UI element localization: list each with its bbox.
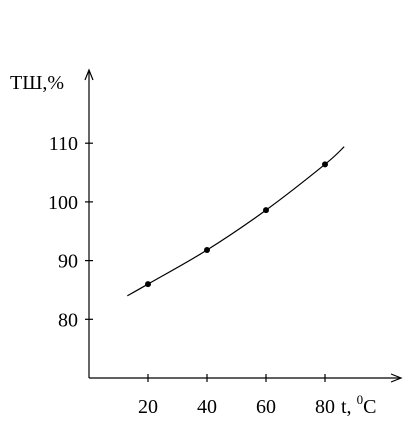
x-tick-label: 20 [138, 396, 158, 418]
y-tick-label: 80 [58, 309, 78, 331]
x-axis-arrow [390, 373, 403, 383]
y-tick-label: 100 [48, 192, 78, 214]
y-axis-arrow [84, 68, 94, 81]
x-axis-label-text: t, [341, 396, 357, 418]
y-axis-label: ТШ,% [10, 72, 64, 94]
axes [84, 68, 403, 383]
x-tick-label: 40 [197, 396, 217, 418]
data-point [204, 247, 210, 254]
x-tick-label: 60 [256, 396, 276, 418]
points [145, 161, 328, 288]
series-line [127, 146, 345, 297]
x-axis-label-unit: C [363, 396, 376, 418]
data-point [145, 281, 151, 288]
trend [127, 146, 345, 297]
x-axis-label-sup: 0 [357, 392, 364, 407]
x-axis-label: t, 0C [341, 392, 376, 418]
y-tick-label: 90 [58, 251, 78, 273]
y-tick-label: 110 [49, 133, 78, 155]
ticks: 80 90 100 110 20 40 60 80 [48, 133, 335, 418]
data-point [322, 161, 328, 168]
x-tick-label: 80 [315, 396, 335, 418]
data-point [263, 207, 269, 214]
